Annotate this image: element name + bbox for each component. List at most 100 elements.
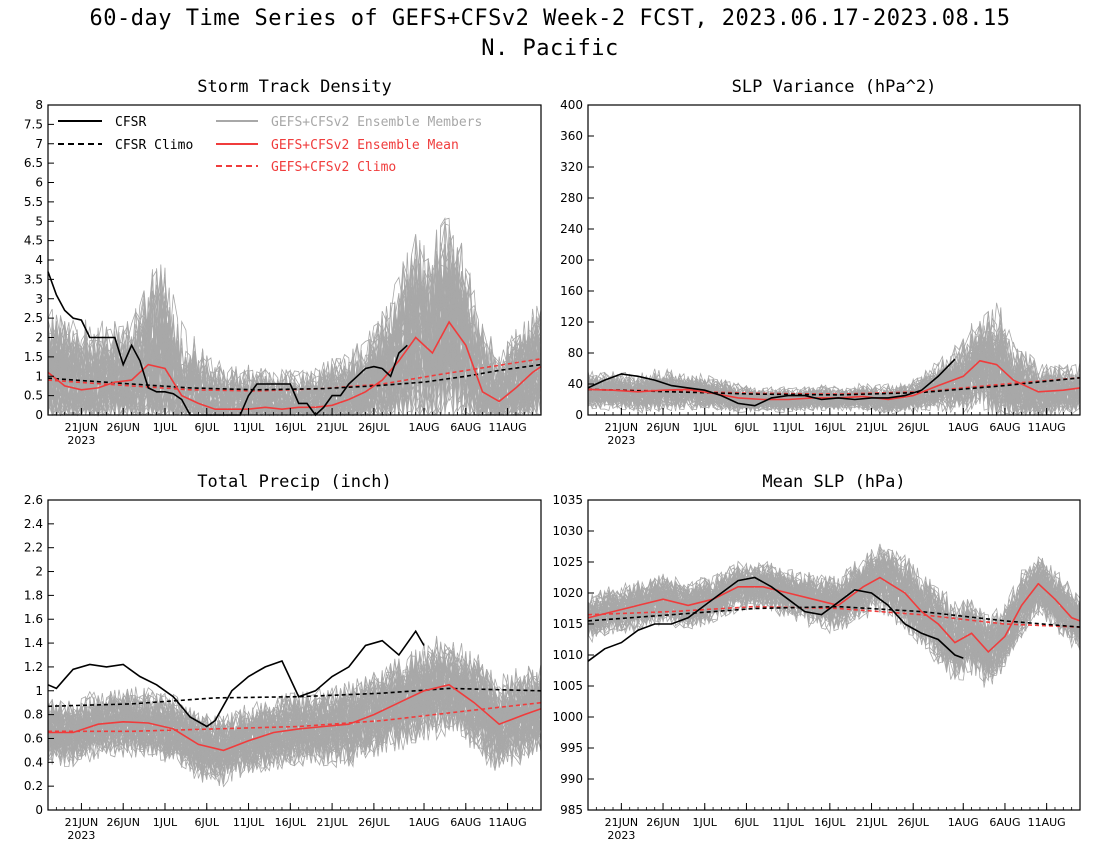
ensemble-member-line	[587, 558, 1081, 653]
y-tick-label: 985	[560, 803, 583, 817]
x-tick-label: 21JUL	[856, 816, 888, 829]
series-cfsr	[587, 576, 964, 662]
y-tick-label: 7	[35, 137, 43, 151]
y-tick-label: 6.5	[24, 156, 43, 170]
y-tick-label: 8	[35, 98, 43, 112]
ensemble-member-line	[47, 243, 542, 416]
x-tick-label: 21JUN	[605, 421, 639, 434]
x-tick-label: 21JUN	[65, 816, 99, 829]
y-tick-label: 0.6	[24, 731, 43, 745]
y-tick-label: 1.8	[24, 588, 43, 602]
x-tick-label: 6JUL	[734, 421, 759, 434]
legend-model-climo-label: GEFS+CFSv2 Climo	[271, 160, 396, 175]
panel-title: Storm Track Density	[197, 77, 391, 97]
y-tick-label: 40	[568, 377, 583, 391]
series-cfsr-climo	[47, 687, 542, 708]
ensemble-member-line	[587, 550, 1081, 651]
y-tick-label: 0.5	[24, 389, 43, 403]
x-tick-label: 6AUG	[450, 816, 481, 829]
x-tick-label: 1JUL	[693, 421, 718, 434]
y-tick-label: 1005	[552, 679, 583, 693]
series-cfsr	[47, 629, 425, 728]
x-tick-label: 26JUN	[106, 421, 140, 434]
x-tick-label: 16JUL	[275, 816, 307, 829]
y-tick-label: 4.5	[24, 234, 43, 248]
x-tick-label: 11JUL	[233, 816, 265, 829]
x-tick-label: 1JUL	[153, 421, 178, 434]
y-tick-label: 1	[35, 684, 43, 698]
x-tick-label: 21JUN	[605, 816, 639, 829]
legend-members-label: GEFS+CFSv2 Ensemble Members	[271, 115, 482, 130]
ensemble-member-line	[587, 551, 1081, 652]
y-tick-label: 80	[568, 346, 583, 360]
ensemble-member-line	[587, 543, 1081, 657]
year-label: 2023	[67, 829, 95, 842]
region-subtitle: N. Pacific	[481, 36, 619, 61]
y-tick-label: 1.4	[24, 636, 43, 650]
x-tick-label: 1AUG	[948, 421, 979, 434]
y-tick-label: 2.2	[24, 541, 43, 555]
x-tick-label: 11AUG	[489, 816, 527, 829]
x-tick-label: 26JUN	[106, 816, 140, 829]
ensemble-member-line	[587, 328, 1081, 407]
y-tick-label: 1035	[552, 493, 583, 507]
x-tick-label: 6AUG	[989, 816, 1020, 829]
y-tick-label: 1.5	[24, 350, 43, 364]
year-label: 2023	[607, 829, 635, 842]
x-tick-label: 11AUG	[1028, 421, 1066, 434]
x-tick-label: 21JUL	[316, 421, 348, 434]
y-tick-label: 0.8	[24, 708, 43, 722]
y-tick-label: 3	[35, 292, 43, 306]
panel-title: SLP Variance (hPa^2)	[732, 77, 937, 97]
y-tick-label: 0	[35, 408, 43, 422]
x-tick-label: 26JUL	[358, 421, 390, 434]
y-tick-label: 3.5	[24, 272, 43, 286]
x-tick-label: 26JUN	[646, 421, 680, 434]
ensemble-member-line	[587, 354, 1081, 415]
main-title: 60-day Time Series of GEFS+CFSv2 Week-2 …	[89, 6, 1011, 31]
ensemble-members	[47, 635, 542, 788]
y-tick-label: 2	[35, 565, 43, 579]
x-tick-label: 6JUL	[734, 816, 759, 829]
x-tick-label: 1JUL	[153, 816, 178, 829]
y-tick-label: 0.2	[24, 779, 43, 793]
y-tick-label: 0	[575, 408, 583, 422]
plot-frame	[47, 499, 542, 811]
series-cfsr	[587, 358, 956, 407]
series-gefs-cfsv2-ensemble-mean	[587, 359, 1081, 401]
x-tick-label: 6JUL	[195, 816, 220, 829]
ensemble-member-line	[47, 643, 542, 768]
x-tick-label: 1AUG	[948, 816, 979, 829]
ensemble-members	[47, 217, 542, 417]
y-tick-label: 320	[560, 160, 583, 174]
y-tick-label: 6	[35, 176, 43, 190]
ensemble-member-line	[47, 676, 542, 777]
x-tick-label: 1AUG	[408, 421, 439, 434]
y-tick-label: 280	[560, 191, 583, 205]
y-tick-label: 1030	[552, 524, 583, 538]
y-tick-label: 0	[35, 803, 43, 817]
legend-cfsr-climo-label: CFSR Climo	[115, 138, 193, 153]
y-tick-label: 1000	[552, 710, 583, 724]
x-tick-label: 26JUN	[646, 816, 680, 829]
x-tick-label: 6JUL	[195, 421, 220, 434]
y-tick-label: 120	[560, 315, 583, 329]
x-tick-label: 26JUL	[898, 816, 930, 829]
ensemble-member-line	[47, 662, 542, 764]
y-tick-label: 2	[35, 331, 43, 345]
y-tick-label: 1	[35, 369, 43, 383]
y-tick-label: 0.4	[24, 755, 43, 769]
series-cfsr	[47, 271, 408, 417]
x-tick-label: 21JUN	[65, 421, 99, 434]
panel-title: Total Precip (inch)	[197, 472, 391, 492]
x-tick-label: 11JUL	[772, 816, 804, 829]
y-tick-label: 1.6	[24, 612, 43, 626]
x-tick-label: 1AUG	[408, 816, 439, 829]
y-tick-label: 200	[560, 253, 583, 267]
x-tick-label: 21JUL	[856, 421, 888, 434]
y-tick-label: 990	[560, 772, 583, 786]
series-gefs-cfsv2-ensemble-mean	[47, 320, 542, 411]
y-tick-label: 360	[560, 129, 583, 143]
x-tick-label: 1JUL	[693, 816, 718, 829]
